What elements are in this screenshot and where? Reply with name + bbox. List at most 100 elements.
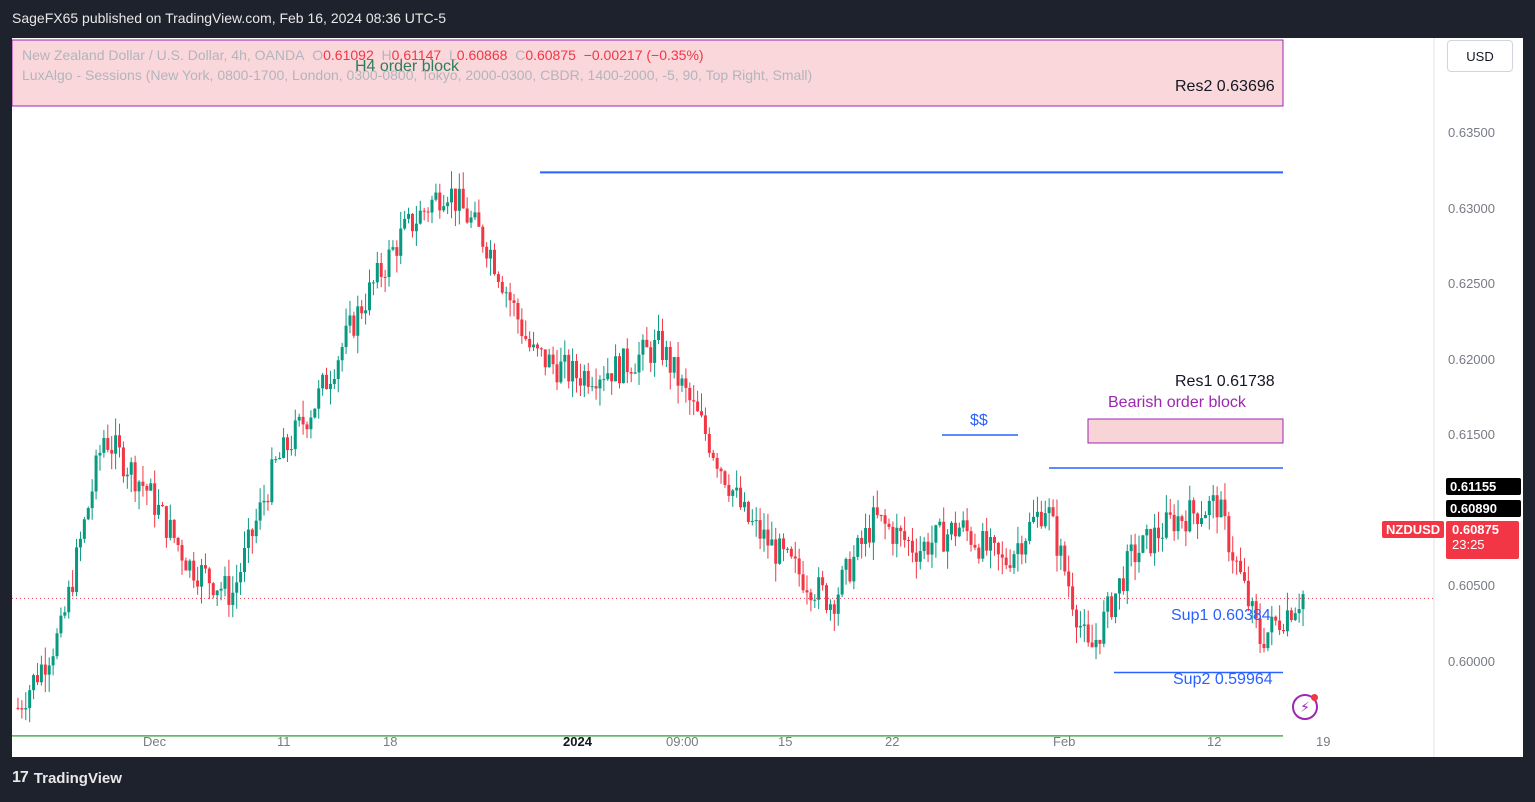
candle-body bbox=[504, 292, 508, 294]
candle-body bbox=[1012, 554, 1016, 568]
candle-body bbox=[1117, 578, 1121, 594]
price-tick: 0.62000 bbox=[1448, 352, 1495, 367]
candle-body bbox=[653, 339, 657, 363]
candle-body bbox=[1008, 565, 1012, 568]
top-bar: SageFX65 published on TradingView.com, F… bbox=[0, 0, 1535, 38]
candle-body bbox=[1125, 551, 1129, 591]
candle-body bbox=[1114, 593, 1118, 618]
candle-body bbox=[668, 346, 672, 373]
candle-body bbox=[836, 594, 840, 614]
candle-body bbox=[164, 506, 168, 538]
candle-body bbox=[168, 519, 172, 538]
candle-body bbox=[39, 664, 43, 683]
candle-body bbox=[551, 354, 555, 365]
candle-body bbox=[207, 568, 211, 584]
candle-body bbox=[407, 213, 411, 219]
candle-body bbox=[1215, 495, 1219, 518]
candle-body bbox=[512, 300, 516, 303]
h4-order-block-label[interactable]: H4 order block bbox=[355, 58, 460, 75]
candle-body bbox=[532, 344, 536, 348]
chart-canvas[interactable] bbox=[12, 38, 1523, 757]
legend-symbol[interactable]: New Zealand Dollar / U.S. Dollar, 4h, OA… bbox=[22, 47, 305, 63]
candle-body bbox=[348, 315, 352, 326]
candle-body bbox=[297, 416, 301, 421]
candle-body bbox=[86, 508, 90, 520]
candle-body bbox=[563, 354, 567, 362]
candle-body bbox=[696, 401, 700, 412]
candle-body bbox=[926, 541, 930, 555]
candle-body bbox=[942, 521, 946, 552]
candle-body bbox=[410, 213, 414, 232]
res1-label[interactable]: Res1 0.61738 bbox=[1175, 373, 1275, 390]
legend-indicator[interactable]: LuxAlgo - Sessions (New York, 0800-1700,… bbox=[22, 67, 813, 83]
candle-body bbox=[535, 344, 539, 349]
candle-body bbox=[981, 531, 985, 559]
candle-body bbox=[188, 560, 192, 571]
candle-body bbox=[367, 282, 371, 311]
candle-body bbox=[606, 373, 610, 380]
candle-body bbox=[118, 435, 122, 448]
candle-body bbox=[723, 471, 727, 485]
candle-body bbox=[75, 547, 79, 593]
candle-body bbox=[746, 501, 750, 523]
candle-body bbox=[1203, 515, 1207, 519]
time-tick: 15 bbox=[778, 734, 793, 749]
candle-body bbox=[1239, 560, 1243, 573]
candle-body bbox=[1000, 554, 1004, 558]
candle-body bbox=[571, 360, 575, 382]
candle-body bbox=[1071, 586, 1075, 610]
candle-body bbox=[200, 565, 204, 587]
candle-body bbox=[496, 274, 500, 282]
candle-body bbox=[309, 417, 313, 430]
candle-body bbox=[516, 302, 520, 320]
candle-body bbox=[1207, 500, 1211, 516]
time-tick: Dec bbox=[143, 734, 167, 749]
candle-body bbox=[1059, 545, 1063, 556]
candle-body bbox=[864, 528, 868, 545]
tradingview-logo[interactable]: 17 TradingView bbox=[12, 769, 122, 787]
time-tick: 19 bbox=[1316, 734, 1331, 749]
candle-body bbox=[231, 592, 235, 605]
candle-body bbox=[1028, 521, 1032, 541]
candle-body bbox=[914, 552, 918, 562]
legend-close-value: 0.60875 bbox=[525, 47, 576, 63]
sup1-label[interactable]: Sup1 0.60384 bbox=[1171, 607, 1271, 624]
candle-body bbox=[1094, 639, 1098, 648]
liquidity-label[interactable]: $$ bbox=[970, 412, 988, 429]
currency-button[interactable]: USD bbox=[1447, 40, 1513, 72]
candle-body bbox=[160, 504, 164, 507]
candle-body bbox=[793, 556, 797, 559]
legend-ohlc-row: New Zealand Dollar / U.S. Dollar, 4h, OA… bbox=[22, 45, 812, 65]
candle-body bbox=[707, 433, 711, 453]
legend-high-label: H bbox=[381, 47, 392, 63]
candle-body bbox=[742, 501, 746, 508]
candle-body bbox=[1043, 513, 1047, 527]
candle-body bbox=[969, 531, 973, 545]
candle-body bbox=[489, 249, 493, 259]
candle-body bbox=[797, 558, 801, 575]
candle-body bbox=[645, 339, 649, 348]
candle-body bbox=[16, 707, 20, 709]
candle-body bbox=[184, 560, 188, 571]
res2-label[interactable]: Res2 0.63696 bbox=[1175, 78, 1275, 95]
candle-body bbox=[90, 491, 94, 509]
candle-body bbox=[106, 438, 110, 450]
candle-body bbox=[227, 576, 231, 605]
candle-body bbox=[610, 373, 614, 382]
candle-body bbox=[492, 249, 496, 275]
lightning-icon[interactable]: ⚡ bbox=[1292, 694, 1318, 720]
time-tick: 12 bbox=[1207, 734, 1222, 749]
candle-body bbox=[715, 457, 719, 469]
price-tick: 0.60500 bbox=[1448, 578, 1495, 593]
legend-low-value: 0.60868 bbox=[456, 47, 508, 63]
chart-frame[interactable]: New Zealand Dollar / U.S. Dollar, 4h, OA… bbox=[12, 38, 1523, 757]
bearish-order-block-label[interactable]: Bearish order block bbox=[1108, 394, 1246, 411]
symbol-tag[interactable]: NZDUSD bbox=[1382, 521, 1445, 538]
candle-body bbox=[828, 604, 832, 610]
last-price-box: 0.60875 23:25 bbox=[1446, 521, 1519, 559]
candle-body bbox=[539, 348, 543, 350]
candle-body bbox=[1016, 543, 1020, 555]
sup2-label[interactable]: Sup2 0.59964 bbox=[1173, 671, 1273, 688]
legend-low-label: L bbox=[449, 47, 457, 63]
candle-body bbox=[875, 507, 879, 516]
